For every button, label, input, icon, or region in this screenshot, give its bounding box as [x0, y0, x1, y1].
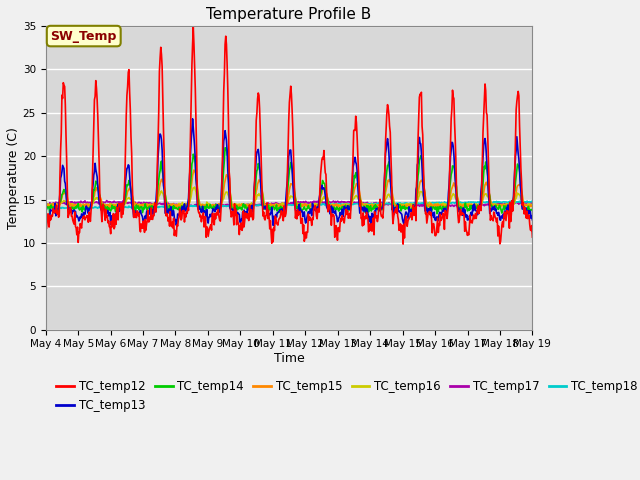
TC_temp14	[176, 206, 184, 212]
TC_temp15	[190, 167, 198, 173]
TC_temp13	[349, 164, 357, 170]
TC_temp16	[42, 203, 49, 208]
TC_temp15	[177, 205, 185, 211]
TC_temp13	[173, 222, 180, 228]
Text: SW_Temp: SW_Temp	[51, 30, 117, 43]
TC_temp13	[42, 221, 49, 227]
TC_temp16	[436, 204, 444, 210]
TC_temp17	[51, 201, 58, 207]
TC_temp18	[349, 202, 356, 207]
Line: TC_temp15: TC_temp15	[45, 170, 532, 208]
Title: Temperature Profile B: Temperature Profile B	[207, 7, 372, 22]
TC_temp18	[101, 205, 109, 211]
TC_temp16	[191, 184, 198, 190]
TC_temp18	[363, 201, 371, 207]
TC_temp17	[349, 200, 357, 205]
TC_temp12	[150, 213, 158, 218]
TC_temp15	[51, 204, 58, 209]
TC_temp13	[100, 207, 108, 213]
TC_temp13	[189, 116, 196, 122]
TC_temp14	[433, 211, 441, 216]
TC_temp18	[151, 204, 159, 209]
TC_temp17	[42, 201, 49, 206]
TC_temp15	[100, 202, 108, 208]
TC_temp12	[51, 210, 58, 216]
TC_temp15	[349, 192, 357, 198]
TC_temp13	[177, 210, 184, 216]
TC_temp14	[150, 204, 158, 210]
TC_temp16	[529, 201, 536, 207]
TC_temp15	[176, 203, 184, 208]
TC_temp18	[177, 204, 184, 209]
TC_temp18	[529, 199, 536, 205]
TC_temp16	[349, 200, 356, 205]
TC_temp18	[53, 206, 61, 212]
TC_temp15	[529, 203, 536, 209]
Line: TC_temp17: TC_temp17	[45, 201, 532, 207]
TC_temp13	[51, 210, 58, 216]
Line: TC_temp18: TC_temp18	[45, 201, 532, 209]
TC_temp17	[177, 201, 184, 207]
TC_temp16	[150, 202, 158, 208]
Line: TC_temp13: TC_temp13	[45, 119, 532, 225]
TC_temp15	[364, 204, 371, 209]
X-axis label: Time: Time	[274, 352, 305, 365]
TC_temp12	[349, 174, 356, 180]
TC_temp13	[150, 204, 158, 209]
TC_temp14	[529, 208, 536, 214]
Legend: TC_temp12, TC_temp13, TC_temp14, TC_temp15, TC_temp16, TC_temp17, TC_temp18: TC_temp12, TC_temp13, TC_temp14, TC_temp…	[52, 375, 640, 417]
TC_temp15	[42, 204, 49, 209]
TC_temp16	[363, 201, 371, 207]
TC_temp12	[100, 213, 108, 218]
TC_temp12	[189, 24, 197, 30]
TC_temp17	[529, 200, 536, 205]
TC_temp16	[100, 202, 108, 208]
TC_temp12	[363, 210, 371, 216]
TC_temp18	[523, 198, 531, 204]
TC_temp14	[363, 203, 371, 209]
Y-axis label: Temperature (C): Temperature (C)	[7, 127, 20, 229]
TC_temp18	[42, 205, 49, 211]
TC_temp16	[51, 201, 58, 206]
TC_temp17	[100, 200, 108, 205]
TC_temp16	[176, 201, 184, 207]
TC_temp12	[176, 206, 184, 212]
TC_temp17	[364, 199, 371, 205]
TC_temp17	[213, 204, 221, 210]
Line: TC_temp14: TC_temp14	[45, 148, 532, 214]
TC_temp13	[529, 217, 536, 223]
TC_temp14	[222, 145, 230, 151]
TC_temp17	[103, 198, 111, 204]
Line: TC_temp16: TC_temp16	[45, 187, 532, 207]
TC_temp12	[42, 222, 49, 228]
TC_temp12	[529, 234, 536, 240]
TC_temp14	[51, 204, 58, 210]
TC_temp14	[42, 205, 49, 211]
TC_temp14	[349, 191, 356, 197]
TC_temp12	[399, 241, 407, 247]
TC_temp15	[150, 203, 158, 208]
Line: TC_temp12: TC_temp12	[45, 27, 532, 244]
TC_temp17	[151, 200, 159, 205]
TC_temp14	[100, 203, 108, 209]
TC_temp13	[364, 207, 371, 213]
TC_temp18	[51, 205, 58, 211]
